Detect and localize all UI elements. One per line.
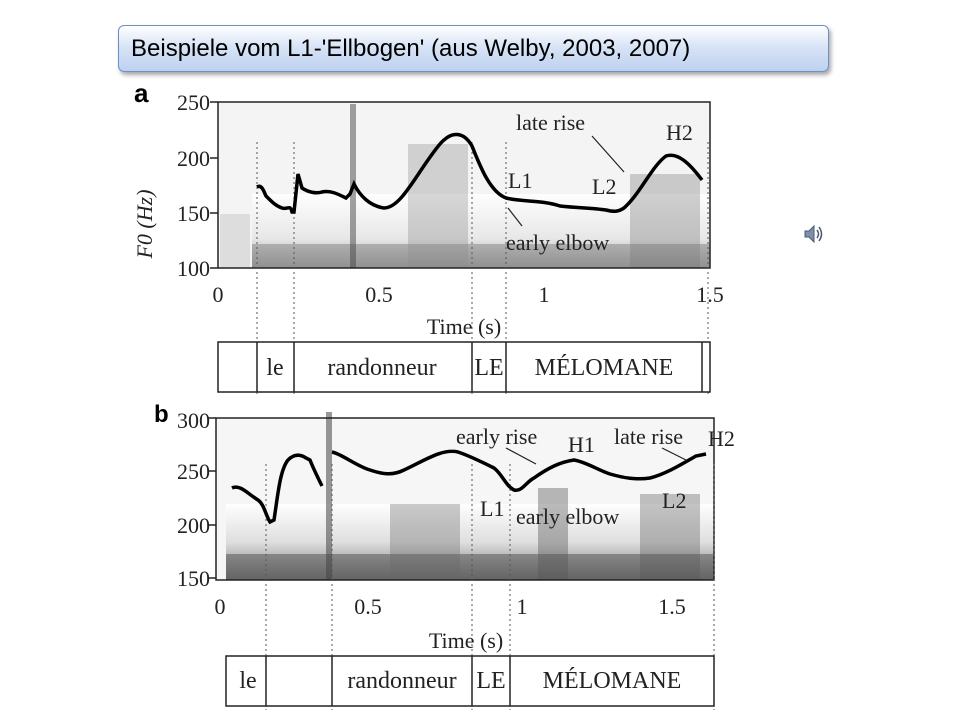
y-tick-250: 250 [177, 459, 210, 484]
pitch-figure-b: 300 250 200 150 b 0 0.5 1 1.5 Time (s) e… [130, 404, 750, 710]
annotation-late-rise: late rise [516, 110, 585, 135]
y-tick-300: 300 [177, 408, 210, 433]
x-axis-label-b: Time (s) [429, 628, 503, 653]
word-le: le [239, 668, 256, 694]
word-tier-a [217, 341, 711, 393]
word-LE: LE [474, 355, 503, 381]
annotation-l2: L2 [662, 488, 686, 513]
word-melomane: MÉLOMANE [535, 355, 674, 381]
y-tick-200: 200 [177, 146, 210, 171]
x-axis-label-a: Time (s) [427, 314, 501, 339]
pitch-contour-b [231, 449, 707, 525]
annotation-l1: L1 [480, 496, 504, 521]
word-randonneur: randonneur [347, 668, 456, 694]
y-tick-150: 150 [177, 201, 210, 226]
x-tick-0-5: 0.5 [354, 594, 382, 619]
annotation-early-elbow: early elbow [506, 230, 609, 255]
panel-label-b: b [154, 404, 169, 428]
pitch-figure-a: 250 200 150 100 a F0 (Hz) 0 0.5 1 1.5 Ti… [130, 84, 740, 394]
word-randonneur: randonneur [327, 355, 436, 381]
y-tick-100: 100 [177, 256, 210, 281]
slide-title: Beispiele vom L1-'Ellbogen' (aus Welby, … [118, 25, 829, 72]
annotation-late-rise: late rise [614, 424, 683, 449]
x-tick-1-5: 1.5 [696, 282, 724, 307]
word-tier-b [225, 655, 715, 707]
y-axis-label-a: F0 (Hz) [132, 189, 157, 259]
pitch-contour-a [256, 132, 704, 214]
x-tick-0: 0 [213, 282, 224, 307]
y-tick-200: 200 [177, 513, 210, 538]
x-tick-1: 1 [539, 282, 550, 307]
annotation-early-elbow: early elbow [516, 504, 619, 529]
x-tick-1-5: 1.5 [658, 594, 686, 619]
speaker-icon[interactable] [803, 224, 825, 244]
annotation-h1: H1 [568, 432, 595, 457]
annotation-early-rise: early rise [456, 424, 537, 449]
annotation-h2: H2 [708, 426, 735, 451]
x-tick-0: 0 [215, 594, 226, 619]
annotation-l1: L1 [508, 168, 532, 193]
panel-label-a: a [134, 84, 149, 108]
annotation-h2: H2 [666, 120, 693, 145]
x-tick-1: 1 [517, 594, 528, 619]
word-LE: LE [476, 668, 505, 694]
y-tick-150: 150 [177, 566, 210, 591]
word-melomane: MÉLOMANE [543, 668, 682, 694]
y-tick-250: 250 [177, 90, 210, 115]
annotation-l2: L2 [592, 174, 616, 199]
x-tick-0-5: 0.5 [365, 282, 393, 307]
word-le: le [266, 355, 283, 381]
